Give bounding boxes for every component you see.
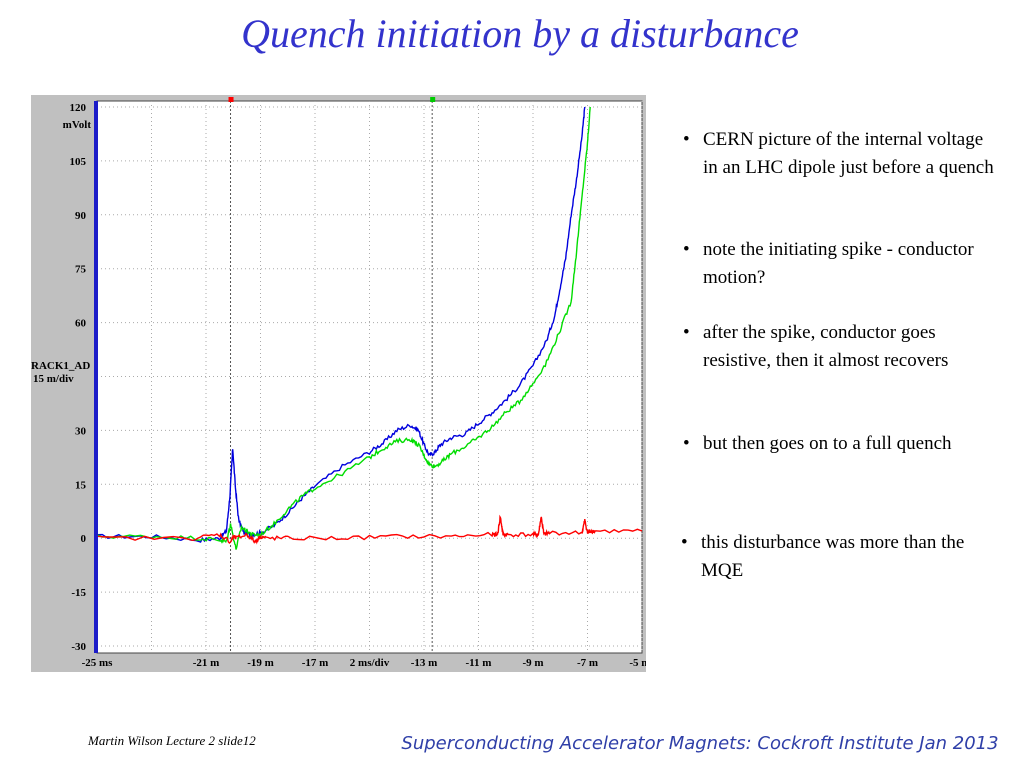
y-tick-label: 60 [75,318,87,330]
bullet-dot: • [683,239,690,260]
bullet-text: this disturbance was more than the MQE [701,532,965,581]
channel-label: RACK1_AD [31,360,90,372]
slide-title: Quench initiation by a disturbance [241,11,799,56]
y-tick-label: 90 [75,210,87,222]
cursor-markers [228,97,436,653]
x-tick-label: -13 m [411,657,438,669]
y-unit-label: mVolt [63,119,92,131]
chart-svg: 120 105 90 75 60 30 15 0 -15 -30 -25 ms -21 m -19 m… [31,97,646,669]
y-tick-label: 0 [81,533,87,545]
y-tick-label: -15 [71,587,86,599]
bullet-item: • CERN picture of the internal voltage i… [680,126,1000,181]
bullet-dot: • [683,433,690,454]
x-tick-label: -19 m [247,657,274,669]
x-tick-label: -7 m [577,657,598,669]
scale-label: 15 m/div [33,373,74,385]
series-lines [96,106,643,550]
x-tick-label: -11 m [466,657,492,669]
y-tick-label: 105 [70,156,87,168]
x-tick-label: -25 ms [82,657,114,669]
y-tick-label: 75 [75,264,87,276]
x-tick-label: -21 m [193,657,220,669]
x-tick-label: -17 m [302,657,329,669]
bullet-text: but then goes on to a full quench [703,433,952,454]
bullet-text: note the initiating spike - conductor mo… [703,239,974,288]
grid-lines [96,101,643,653]
y-tick-labels: 120 105 90 75 60 30 15 0 -15 -30 [70,102,87,653]
y-tick-label: 120 [70,102,87,114]
bullet-item: • this disturbance was more than the MQE [678,529,998,584]
y-tick-label: -30 [71,641,86,653]
cursor-marker [228,97,234,102]
y-tick-label: 30 [75,425,87,437]
bullet-text: CERN picture of the internal voltage in … [703,129,994,178]
bullet-dot: • [683,322,690,343]
bullet-text: after the spike, conductor goes resistiv… [703,322,949,371]
x-tick-label: -9 m [522,657,543,669]
series-line [96,514,643,545]
y-tick-label: 15 [75,479,87,491]
bullet-dot: • [681,532,688,553]
bullet-item: • note the initiating spike - conductor … [680,236,1000,291]
cursor-marker [430,97,436,102]
x-tick-label: 2 ms/div [350,657,390,669]
bullet-dot: • [683,129,690,150]
bullet-item: • after the spike, conductor goes resist… [680,319,1000,374]
footer-course: Superconducting Accelerator Magnets: Coc… [401,733,999,754]
oscilloscope-chart: 120 105 90 75 60 30 15 0 -15 -30 -25 ms -21 m -19 m… [31,95,646,672]
series-line [96,106,586,543]
bullet-item: • but then goes on to a full quench [680,430,1000,458]
footer-author: Martin Wilson Lecture 2 slide12 [88,733,256,748]
x-tick-label: -5 ms [629,657,646,669]
series-line [96,106,591,550]
x-tick-labels: -25 ms -21 m -19 m -17 m 2 ms/div -13 m -11 m -… [82,657,646,669]
y-axis-bar [94,101,98,653]
